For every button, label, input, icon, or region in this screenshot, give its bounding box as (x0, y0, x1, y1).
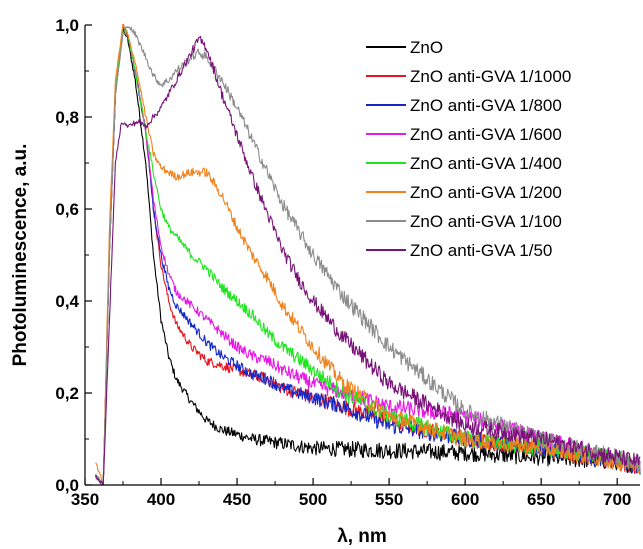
x-tick-label: 650 (527, 490, 555, 509)
plot-area (95, 23, 641, 486)
y-tick-label: 0,6 (55, 200, 79, 219)
x-tick-label: 500 (299, 490, 327, 509)
x-tick-label: 700 (603, 490, 631, 509)
y-axis-title: Photoluminescence, a.u. (10, 144, 31, 367)
legend-label: ZnO anti-GVA 1/400 (410, 154, 562, 173)
legend: ZnO ZnO anti-GVA 1/1000 ZnO anti-GVA 1/800… (366, 38, 571, 260)
x-tick-label: 600 (451, 490, 479, 509)
legend-label: ZnO anti-GVA 1/50 (410, 241, 552, 260)
legend-label: ZnO anti-GVA 1/200 (410, 183, 562, 202)
y-tick-label: 0,0 (55, 476, 79, 495)
y-axis-ticks: 0,0 0,2 0,4 0,6 0,8 1,0 (55, 16, 92, 495)
x-axis-title: λ, nm (337, 526, 387, 547)
legend-label: ZnO anti-GVA 1/100 (410, 212, 562, 231)
legend-label: ZnO anti-GVA 1/1000 (410, 67, 571, 86)
x-tick-label: 350 (71, 490, 99, 509)
y-tick-label: 0,8 (55, 108, 79, 127)
x-tick-label: 400 (147, 490, 175, 509)
series-line-7 (95, 35, 641, 486)
series-line-5 (95, 24, 641, 486)
x-tick-label: 550 (375, 490, 403, 509)
legend-label: ZnO anti-GVA 1/600 (410, 125, 562, 144)
legend-label: ZnO anti-GVA 1/800 (410, 96, 562, 115)
x-tick-label: 450 (223, 490, 251, 509)
series-line-0 (95, 27, 641, 485)
y-tick-label: 1,0 (55, 16, 79, 35)
y-tick-label: 0,2 (55, 384, 79, 403)
y-tick-label: 0,4 (55, 292, 79, 311)
legend-label: ZnO (410, 38, 443, 57)
x-axis-ticks: 350 400 450 500 550 600 650 700 (71, 478, 631, 509)
